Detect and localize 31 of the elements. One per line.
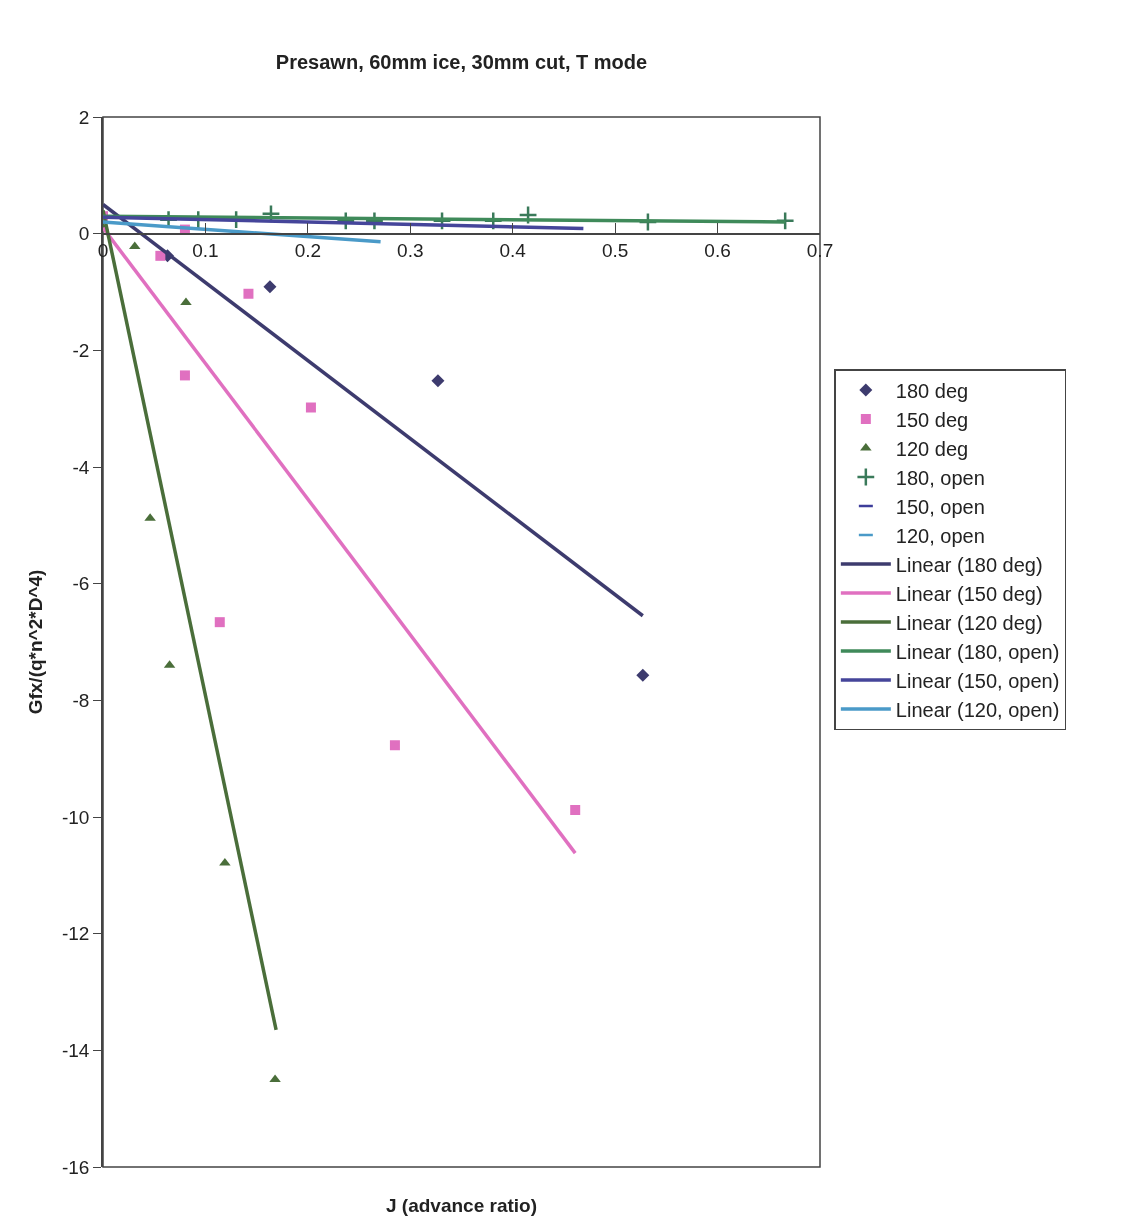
y-axis-title: Gfx/(q*n^2*D^4) (25, 569, 47, 715)
y-tick-label: -4 (72, 456, 90, 478)
legend-label: 120, open (895, 524, 985, 547)
legend-label: Linear (150 deg) (895, 582, 1043, 605)
x-axis-title: J (advance ratio) (386, 1195, 537, 1216)
legend-label: Linear (120, open) (895, 698, 1060, 721)
chart-title: Presawn, 60mm ice, 30mm cut, T mode (275, 50, 648, 73)
legend-label: 120 deg (895, 437, 969, 460)
legend-label: 180, open (895, 466, 985, 489)
x-tick-label: 0.6 (704, 240, 731, 262)
y-tick-label: -12 (61, 923, 90, 945)
x-tick-label: 0.5 (601, 240, 629, 262)
y-tick-label: -8 (72, 689, 90, 711)
y-tick-label: -6 (72, 573, 90, 595)
y-tick-label: -2 (72, 339, 90, 361)
legend-label: 150, open (895, 495, 985, 518)
x-tick-label: 0.3 (397, 240, 424, 262)
legend-label: Linear (180 deg) (895, 553, 1043, 576)
legend-label: 180 deg (895, 379, 969, 402)
x-tick-label: 0.4 (499, 240, 527, 262)
legend-label: Linear (180, open) (895, 640, 1060, 663)
y-tick-label: 0 (78, 223, 90, 245)
x-tick-label: 0.2 (294, 240, 322, 262)
y-tick-label: -16 (61, 1156, 90, 1178)
y-tick-label: -10 (61, 806, 90, 828)
y-tick-label: -14 (61, 1039, 90, 1061)
y-tick-label: 2 (78, 106, 90, 128)
x-tick-label: 0.1 (192, 240, 219, 262)
legend-label: Linear (120 deg) (895, 611, 1043, 634)
legend-label: 150 deg (895, 408, 969, 431)
legend-label: Linear (150, open) (895, 669, 1060, 692)
